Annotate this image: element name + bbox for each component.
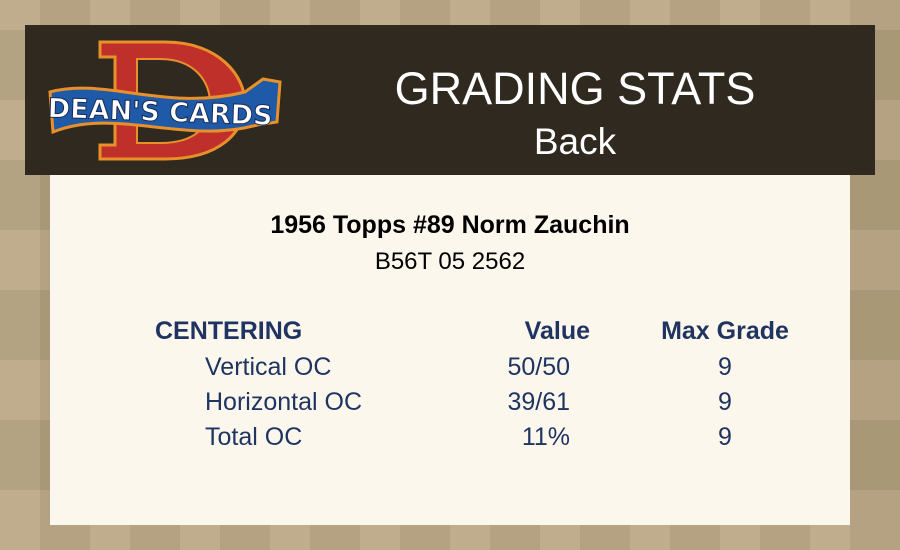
- row-value: 11%: [521, 423, 570, 451]
- row-label: Total OC: [205, 423, 303, 451]
- row-label: Vertical OC: [205, 353, 332, 381]
- page-subtitle: Back: [533, 121, 617, 162]
- row-max: 9: [718, 423, 732, 451]
- row-label: Horizontal OC: [205, 388, 362, 416]
- value-header: Value: [524, 317, 590, 345]
- card-name: 1956 Topps #89 Norm Zauchin: [270, 211, 630, 239]
- card-code: B56T 05 2562: [374, 248, 526, 275]
- row-value: 39/61: [507, 388, 570, 416]
- deans-cards-logo: DEAN'S CARDS: [47, 40, 282, 161]
- stats-panel: 1956 Topps #89 Norm Zauchin B56T 05 2562…: [50, 175, 850, 525]
- header-banner: DEAN'S CARDS GRADING STATS Back: [25, 25, 875, 175]
- section-heading: CENTERING: [155, 317, 303, 345]
- page-title: GRADING STATS: [394, 63, 756, 114]
- row-value: 50/50: [507, 353, 570, 381]
- max-grade-header: Max Grade: [661, 317, 789, 345]
- row-max: 9: [718, 388, 732, 416]
- row-max: 9: [718, 353, 732, 381]
